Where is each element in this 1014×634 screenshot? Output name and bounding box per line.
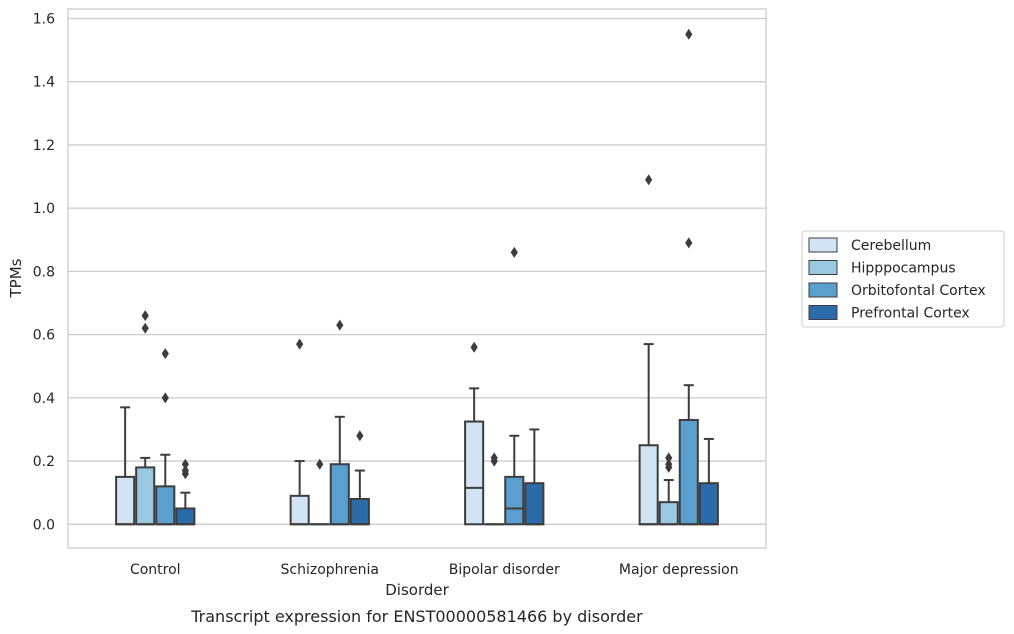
box-rect [329, 463, 350, 526]
box-3-3 [698, 437, 719, 526]
box-rect [135, 466, 156, 526]
outlier-point [685, 28, 693, 40]
box-0-1 [135, 310, 156, 526]
legend-swatch [808, 282, 838, 298]
marks-layer [115, 28, 719, 526]
legend-label: Hipppocampus [851, 261, 956, 277]
chart-caption: Transcript expression for ENST0000058146… [190, 607, 643, 626]
x-axis-label: Disorder [385, 581, 449, 599]
box-1-2 [329, 319, 350, 526]
y-tick-label: 0.8 [33, 264, 55, 280]
legend-swatch [808, 260, 838, 275]
box-rect [658, 501, 679, 526]
box-0-3 [175, 458, 196, 526]
x-tick-label: Bipolar disorder [449, 562, 560, 578]
box-rect [504, 475, 525, 526]
outlier-point [685, 237, 693, 249]
outlier-point [510, 246, 518, 258]
outlier-point [645, 174, 653, 186]
box-rect [678, 418, 699, 526]
box-1-0 [289, 338, 310, 526]
legend: Cerebellum Hipppocampus Orbitofontal Corte… [801, 230, 1005, 328]
grid-layer [68, 17, 766, 525]
x-tick-label: Major depression [619, 562, 739, 578]
plot-frame [67, 8, 767, 549]
x-tick-label: Schizophrenia [281, 562, 379, 578]
x-tick-label: Control [130, 562, 181, 578]
legend-frame [801, 230, 1005, 328]
box-2-3 [524, 428, 545, 526]
box-rect [524, 482, 545, 526]
box-rect [115, 475, 136, 526]
box-2-2 [504, 246, 525, 526]
box-2-0 [464, 341, 485, 526]
box-0-2 [155, 348, 176, 526]
box-1-1 [309, 458, 330, 526]
outlier-point [316, 458, 324, 470]
box-3-2 [678, 28, 699, 526]
y-tick-label: 0.2 [33, 454, 55, 470]
y-tick-label: 1.2 [33, 138, 55, 154]
box-rect [289, 494, 310, 526]
y-axis-label: TPMs [7, 258, 25, 298]
outlier-point [296, 338, 304, 350]
outlier-point [161, 348, 169, 360]
outlier-point [181, 458, 189, 470]
box-3-0 [638, 174, 659, 526]
box-rect [464, 420, 485, 526]
outlier-point [141, 322, 149, 334]
legend-label: Orbitofontal Cortex [851, 283, 986, 299]
outlier-point [161, 392, 169, 404]
box-3-1 [658, 452, 679, 526]
box-0-0 [115, 406, 136, 526]
outlier-point [665, 452, 673, 464]
legend-label: Cerebellum [851, 238, 931, 254]
y-tick-label: 0.4 [33, 391, 55, 407]
y-tick-labels: 0.0 0.2 0.4 0.6 0.8 1.0 1.2 1.4 1.6 [33, 11, 55, 533]
outlier-point [490, 452, 498, 464]
legend-label: Prefrontal Cortex [851, 306, 970, 322]
outlier-point [356, 430, 364, 442]
box-rect [698, 482, 719, 526]
outlier-point [665, 458, 673, 470]
box-rect [155, 485, 176, 526]
y-tick-label: 0.6 [33, 328, 55, 344]
outlier-point [470, 341, 478, 353]
y-tick-label: 0.0 [33, 517, 55, 533]
box-2-1 [484, 452, 505, 526]
box-1-3 [349, 430, 370, 526]
y-tick-label: 1.4 [33, 75, 55, 91]
outlier-point [181, 465, 189, 477]
legend-swatch [808, 237, 838, 253]
y-tick-label: 1.6 [33, 11, 55, 27]
box-rect [349, 498, 370, 526]
x-tick-labels: Control Schizophrenia Bipolar disorder Majo… [130, 562, 739, 578]
box-rect [175, 507, 196, 526]
legend-swatch [808, 305, 838, 320]
outlier-point [336, 319, 344, 331]
box-rect [638, 444, 659, 526]
outlier-point [141, 310, 149, 322]
y-tick-label: 1.0 [33, 201, 55, 217]
